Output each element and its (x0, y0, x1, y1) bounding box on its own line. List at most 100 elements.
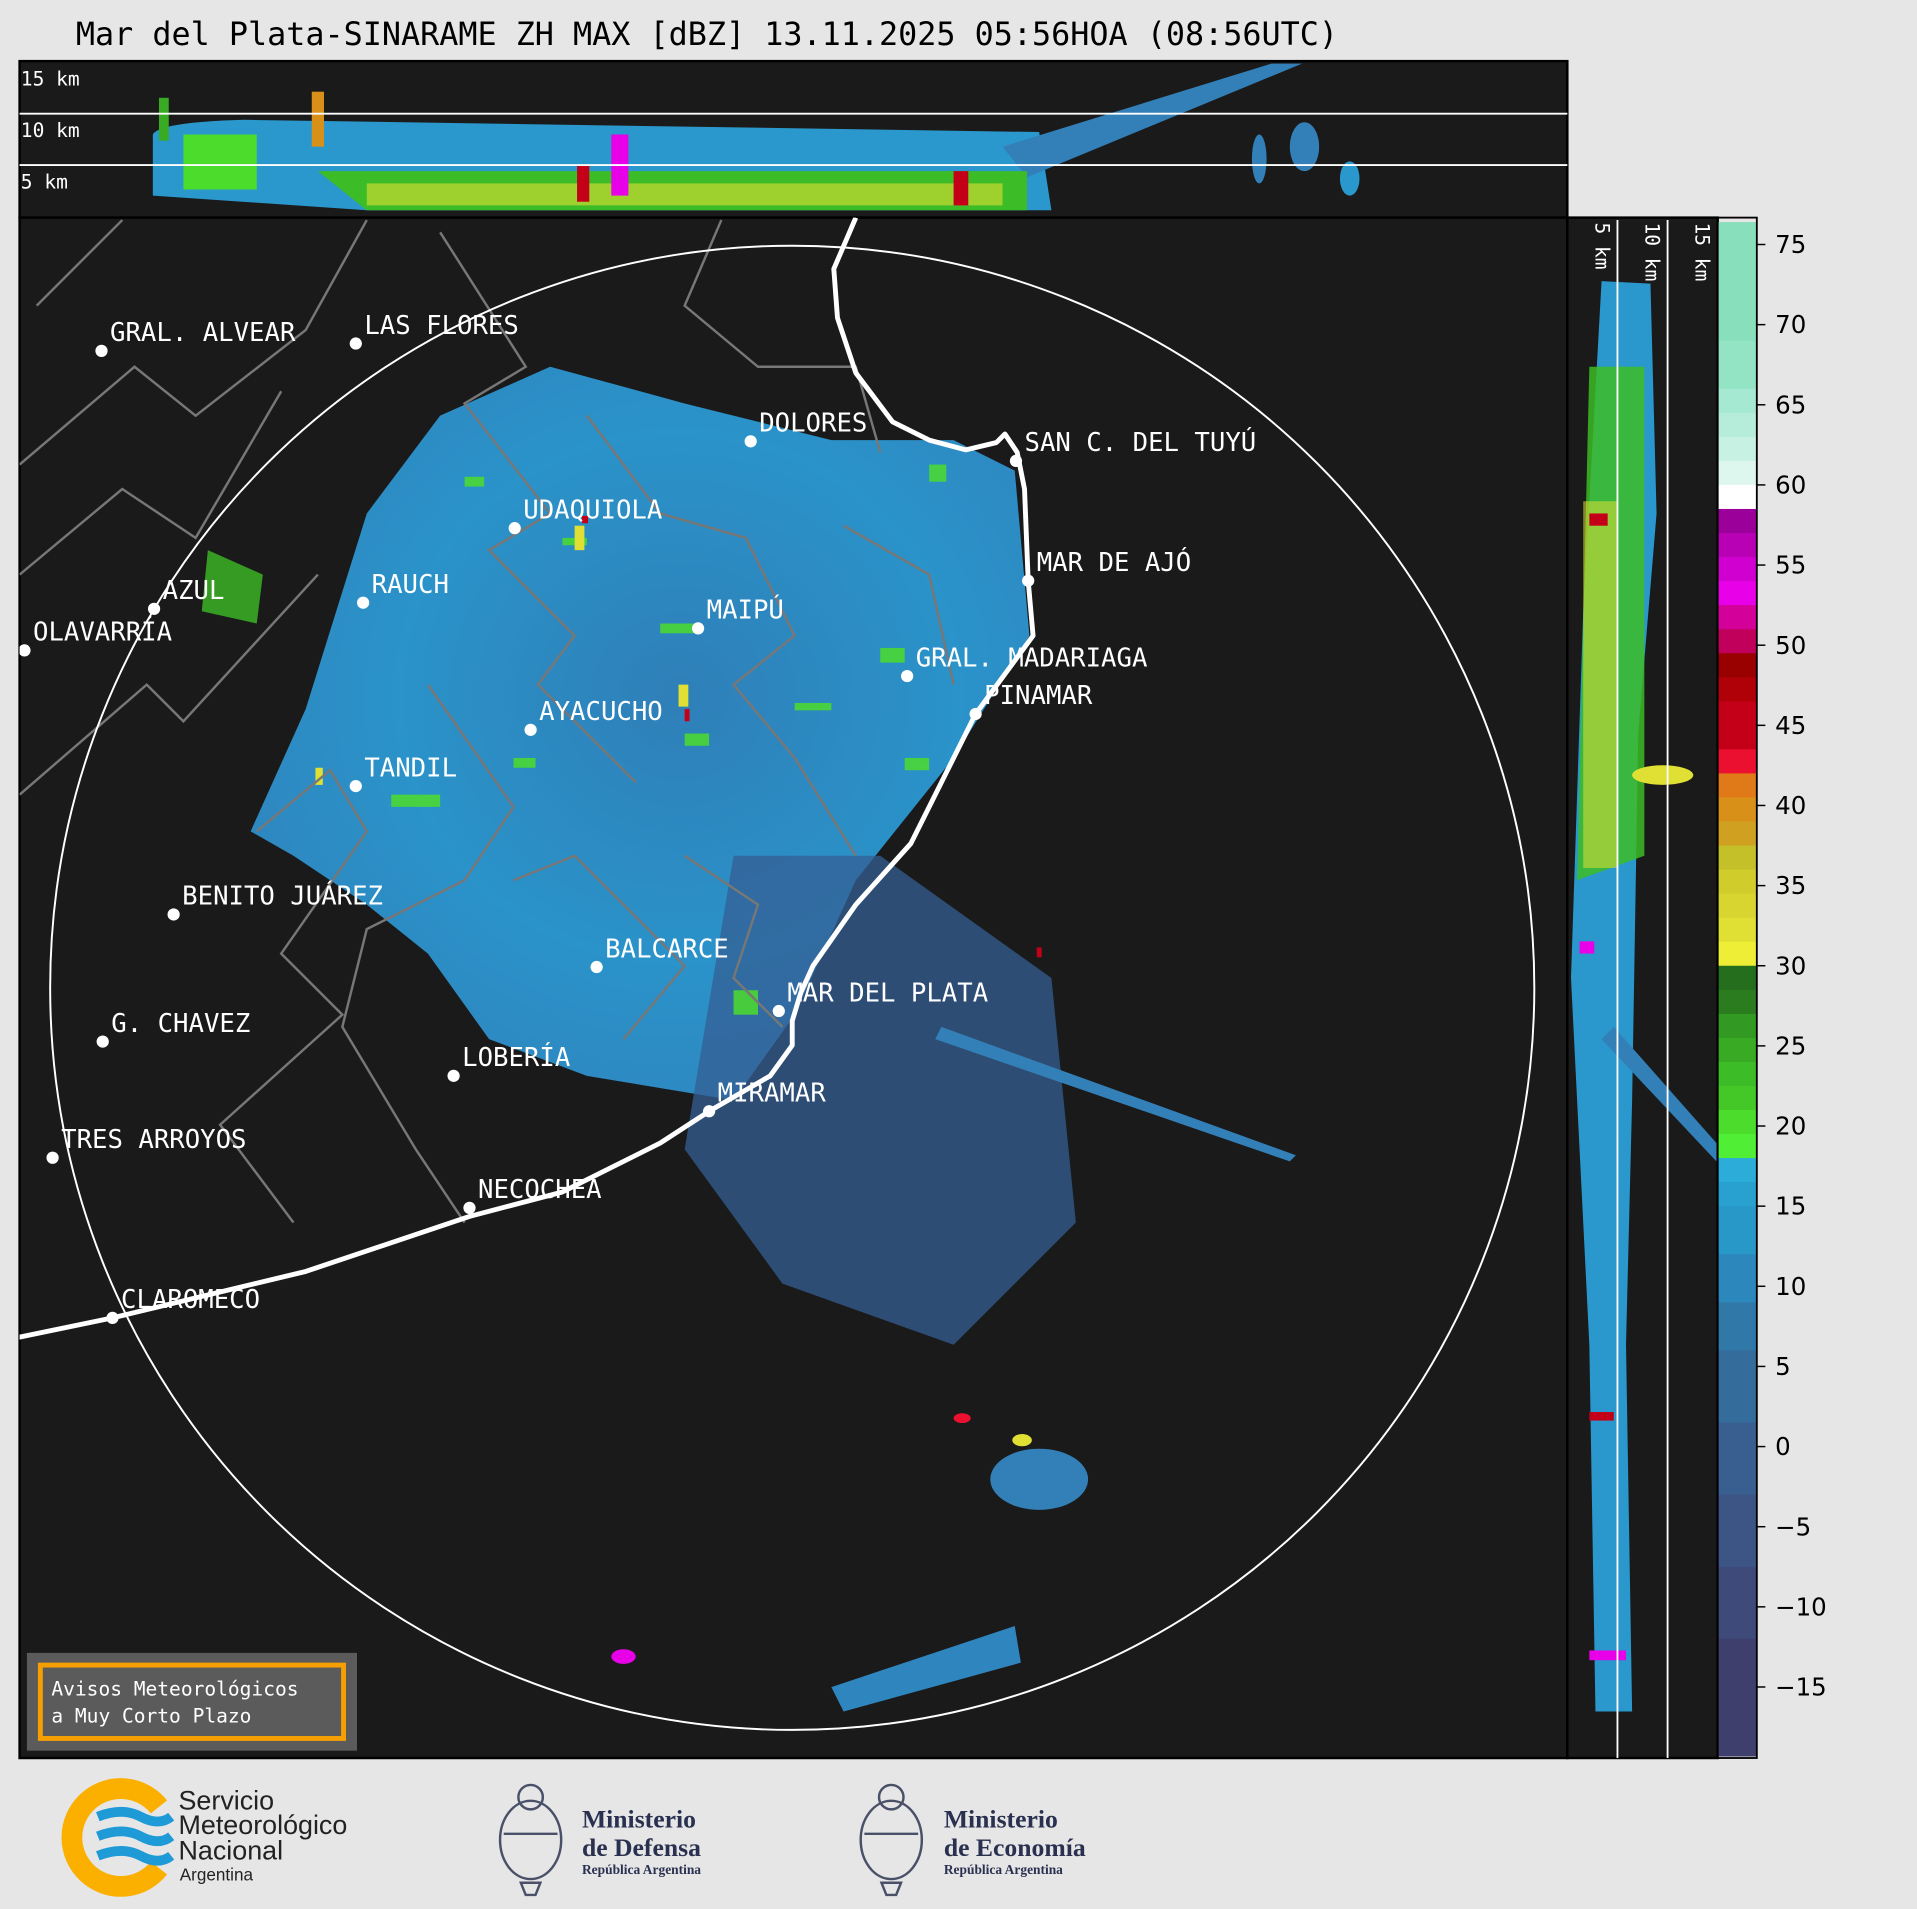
colorbar-band (1717, 1302, 1757, 1352)
colorbar-band (1717, 773, 1757, 799)
city-dot-icon (524, 723, 537, 736)
city-label: OLAVARRÍA (33, 616, 172, 648)
radar-map: GRAL. ALVEAR LAS FLORES DOLORES SAN C. DEL … (18, 216, 1569, 1760)
smn-waves-icon (96, 1806, 175, 1866)
city-label: G. CHAVEZ (111, 1009, 250, 1039)
colorbar-band (1717, 1206, 1757, 1255)
smn-line-1: Servicio (179, 1785, 275, 1815)
colorbar-band (1717, 557, 1757, 582)
colorbar-band (1717, 917, 1757, 943)
colorbar-tick-label: 30 (1775, 951, 1806, 980)
smn-line-4: Argentina (180, 1865, 254, 1884)
city-dot-icon (969, 707, 982, 721)
side-height-label-15: 15 km (1691, 223, 1714, 282)
city-marker: UDAQUIOLA (508, 495, 662, 535)
alert-box-line-2: a Muy Corto Plazo (51, 1705, 251, 1728)
colorbar-frame (1716, 216, 1758, 1759)
coat-of-arms-icon (859, 1783, 924, 1897)
city-dot-icon (463, 1201, 476, 1214)
city-label: PINAMAR (984, 681, 1093, 711)
colorbar-tick-label: 5 (1775, 1352, 1791, 1381)
city-marker: AZUL (147, 576, 225, 615)
city-dot-icon (901, 669, 914, 683)
colorbar-band (1717, 581, 1757, 606)
colorbar-band (1717, 1566, 1757, 1640)
side-height-label-5: 5 km (1590, 223, 1613, 270)
colorbar-band (1717, 893, 1757, 919)
city-label: DOLORES (759, 409, 867, 439)
colorbar-band (1717, 869, 1757, 895)
colorbar-tick-label: 0 (1775, 1432, 1791, 1461)
city-marker: AYACUCHO (524, 697, 663, 736)
colorbar-band (1717, 1422, 1757, 1496)
colorbar-tick-label: 40 (1775, 791, 1806, 820)
colorbar-tick-label: 70 (1775, 310, 1806, 339)
colorbar-tick-label: 15 (1775, 1192, 1806, 1221)
city-dot-icon (772, 1004, 785, 1018)
city-marker: MAR DEL PLATA (772, 978, 988, 1018)
top-height-panel: 15 km 10 km 5 km (18, 59, 1569, 219)
city-marker: OLAVARRÍA (19, 616, 172, 657)
city-marker: PINAMAR (969, 681, 1093, 721)
smn-line-2: Meteorológico (179, 1810, 348, 1840)
city-label: MIRAMAR (718, 1079, 827, 1109)
side-height-label-10: 10 km (1641, 223, 1664, 282)
colorbar-band (1717, 412, 1757, 438)
alert-box-line-1: Avisos Meteorológicos (51, 1678, 298, 1701)
colorbar-band (1717, 1085, 1757, 1111)
city-label: SAN C. DEL TUYÚ (1025, 426, 1257, 458)
city-label: AYACUCHO (539, 697, 663, 727)
city-marker: TRES ARROYOS (46, 1125, 247, 1164)
colorbar-band (1717, 340, 1757, 390)
city-dot-icon (1009, 454, 1023, 468)
colorbar-band (1717, 653, 1757, 678)
colorbar-band (1717, 436, 1757, 462)
economia-line-2: de Economía (944, 1833, 1086, 1862)
colorbar-band (1717, 1061, 1757, 1087)
colorbar-tick-label: 75 (1775, 230, 1806, 259)
colorbar-band (1717, 749, 1757, 775)
city-label: MAR DEL PLATA (787, 978, 988, 1008)
colorbar-band (1717, 1013, 1757, 1039)
city-dot-icon (508, 522, 521, 535)
city-label: LOBERÍA (462, 1041, 570, 1073)
city-label: RAUCH (372, 570, 449, 600)
city-marker: SAN C. DEL TUYÚ (1009, 426, 1257, 468)
defensa-line-2: de Defensa (582, 1833, 701, 1862)
city-dot-icon (96, 1035, 109, 1048)
city-marker: GRAL. MADARIAGA (901, 643, 1147, 683)
alert-box[interactable]: Avisos Meteorológicos a Muy Corto Plazo (26, 1652, 358, 1751)
side-height-panel: 5 km 10 km 15 km (1566, 216, 1719, 1760)
city-label: AZUL (163, 576, 225, 606)
economia-line-1: Ministerio (944, 1805, 1058, 1834)
colorbar-band (1717, 1350, 1757, 1424)
smn-logo: Servicio Meteorológico Nacional Argentin… (61, 1778, 348, 1897)
colorbar-tick-label: −15 (1775, 1673, 1827, 1702)
colorbar-band (1717, 1037, 1757, 1063)
city-dot-icon (147, 602, 161, 615)
city-dot-icon (95, 344, 108, 357)
colorbar-band (1717, 797, 1757, 823)
colorbar-tick-label: 20 (1775, 1112, 1806, 1141)
colorbar-band (1717, 533, 1757, 558)
city-markers: GRAL. ALVEAR LAS FLORES DOLORES SAN C. DEL … (19, 311, 1257, 1325)
colorbar-band (1717, 821, 1757, 847)
top-height-label-5: 5 km (21, 170, 68, 193)
city-dot-icon (357, 596, 370, 609)
colorbar-band (1717, 388, 1757, 414)
city-marker: MAIPÚ (691, 594, 784, 635)
coat-of-arms-icon (498, 1783, 563, 1897)
city-marker: BALCARCE (590, 934, 729, 974)
city-dot-icon (19, 644, 31, 657)
colorbar-band (1717, 989, 1757, 1015)
figure-title: Mar del Plata-SINARAME ZH MAX [dBZ] 13.1… (76, 17, 1338, 53)
city-label: BALCARCE (605, 934, 729, 964)
city-label: MAR DE AJÓ (1037, 546, 1191, 578)
colorbar-tick-label: 45 (1775, 711, 1806, 740)
city-marker: DOLORES (744, 409, 867, 448)
colorbar-band (1717, 460, 1757, 486)
city-dot-icon (744, 435, 757, 448)
city-dot-icon (691, 622, 705, 635)
city-label: CLAROMECO (121, 1285, 260, 1315)
